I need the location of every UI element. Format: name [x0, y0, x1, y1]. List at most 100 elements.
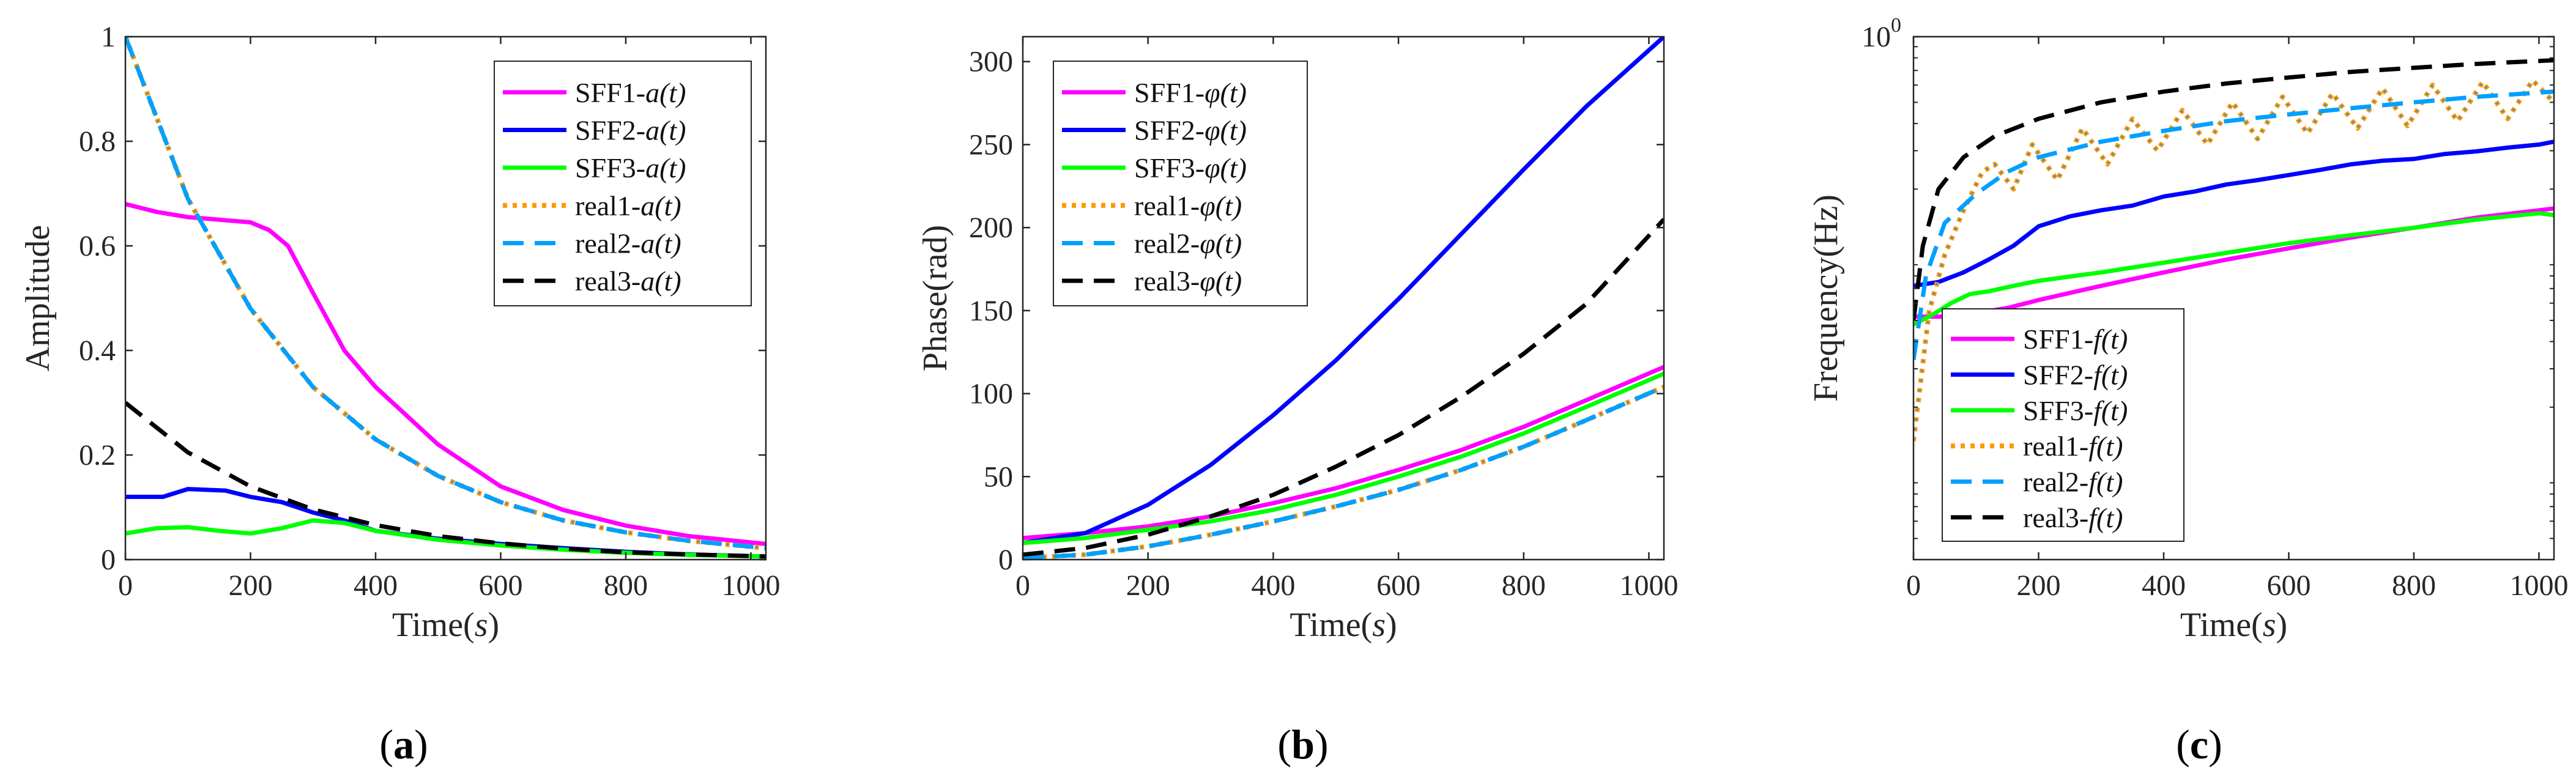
legend-symbol: a(t) [640, 228, 681, 259]
caption-letter: a [393, 721, 414, 768]
legend-symbol: f(t) [2093, 395, 2128, 426]
x-axis-label-suffix: ) [488, 606, 500, 644]
y-tick-label: 100 [969, 378, 1013, 410]
x-tick-label: 400 [354, 569, 398, 602]
x-tick-label: 0 [1015, 569, 1030, 602]
legend-entry-real2: real2-f(t) [2023, 467, 2123, 498]
x-tick-label: 0 [1906, 569, 1921, 602]
legend-prefix: SFF3- [1134, 152, 1204, 183]
y-tick-exponent: 0 [1891, 14, 1901, 37]
legend-symbol: f(t) [2093, 324, 2128, 355]
legend-entry-sff2: SFF2-φ(t) [1134, 115, 1247, 146]
series-line-real2 [125, 37, 766, 550]
x-axis-label-unit: s [475, 606, 488, 644]
x-axis-label-suffix: ) [2276, 606, 2288, 644]
y-tick-label: 0 [998, 544, 1013, 576]
legend-symbol: f(t) [2088, 502, 2123, 533]
x-tick-label: 400 [1251, 569, 1295, 602]
legend-prefix: SFF2- [2023, 360, 2093, 391]
axes-frame [1022, 35, 1665, 561]
caption-close: ) [2208, 721, 2222, 768]
legend-prefix: SFF2- [1134, 115, 1204, 146]
legend-prefix: SFF3- [2023, 395, 2093, 426]
y-tick-label: 0.4 [79, 335, 116, 367]
y-axis-label: Phase(rad) [916, 225, 954, 371]
legend-entry-sff1: SFF1-φ(t) [1134, 77, 1247, 108]
legend-prefix: real2- [1134, 228, 1200, 259]
x-axis-label: Time(s) [1290, 606, 1397, 644]
legend-symbol: f(t) [2088, 467, 2123, 498]
x-tick-label: 800 [1502, 569, 1546, 602]
legend-entry-real1: real1-a(t) [575, 190, 681, 221]
legend-symbol: a(t) [645, 77, 686, 108]
legend-prefix: SFF3- [575, 152, 645, 183]
series-line-sff1 [1913, 206, 2554, 319]
y-tick-label: 100 [1861, 14, 1901, 53]
legend-entry-sff3: SFF3-φ(t) [1134, 152, 1247, 183]
caption-open: ( [2176, 721, 2190, 768]
chart-panel-b: 0 200 400 600 800 1000 0 50 100 150 200 250 300 Time(… [916, 35, 1678, 768]
legend-box [1942, 308, 2184, 542]
legend-entry-real3: real3-f(t) [2023, 502, 2123, 533]
x-axis-label-prefix: Time( [2180, 606, 2263, 644]
caption-close: ) [414, 721, 428, 768]
series-line-real2 [1913, 89, 2554, 360]
legend-prefix: real2- [2023, 467, 2088, 498]
y-tick-label: 0.6 [79, 230, 116, 262]
chart-panel-a: 0 200 400 600 800 1000 0 0.2 0.4 0.6 0.8 1 Time(s) Am… [19, 21, 780, 768]
y-axis-label: Frequency(Hz) [1807, 194, 1845, 402]
y-tick-label: 300 [969, 46, 1013, 78]
y-axis-label: Amplitude [19, 225, 57, 372]
legend-entry-real1: real1-f(t) [2023, 431, 2123, 462]
legend-box [494, 61, 752, 306]
legend-prefix: real3- [1134, 265, 1200, 297]
legend-prefix: real3- [2023, 502, 2088, 533]
panel-caption: (a) [379, 721, 428, 768]
legend-entry-real2: real2-a(t) [575, 228, 681, 259]
legend-box [1053, 61, 1308, 306]
legend-symbol: φ(t) [1204, 77, 1247, 108]
x-axis-label: Time(s) [2180, 606, 2287, 644]
x-axis-label: Time(s) [392, 606, 499, 644]
series-line-sff1 [125, 202, 766, 546]
x-tick-label: 200 [1126, 569, 1170, 602]
y-tick-label: 1 [101, 21, 116, 53]
series-line-sff2 [125, 487, 766, 559]
panel-caption: (b) [1277, 721, 1328, 768]
x-tick-label: 200 [2016, 569, 2060, 602]
legend-prefix: SFF1- [2023, 324, 2093, 355]
x-axis-label-prefix: Time( [392, 606, 475, 644]
series-line-real3 [125, 401, 766, 559]
x-tick-label: 800 [604, 569, 648, 602]
legend-symbol: φ(t) [1204, 115, 1247, 146]
x-tick-label: 600 [1376, 569, 1420, 602]
series-line-sff3 [1913, 211, 2554, 327]
legend-symbol: a(t) [640, 265, 681, 297]
series-group [1023, 37, 1664, 560]
legend-entry-real3: real3-a(t) [575, 265, 681, 297]
x-tick-label: 600 [478, 569, 522, 602]
legend-entry-sff2: SFF2-a(t) [575, 115, 686, 146]
y-tick-label: 0 [101, 544, 116, 576]
legend-prefix: SFF2- [575, 115, 645, 146]
y-tick-label: 50 [984, 461, 1013, 493]
chart-panel-c: 0 200 400 600 800 1000100Time(s)Frequency(Hz)… [1807, 14, 2568, 768]
x-tick-label: 200 [228, 569, 272, 602]
x-axis-label-unit: s [1372, 606, 1386, 644]
series-line-sff2 [1023, 37, 1664, 546]
series-line-real3 [1023, 218, 1664, 557]
legend-symbol: φ(t) [1200, 228, 1242, 259]
caption-close: ) [1315, 721, 1329, 768]
axes-frame [124, 35, 767, 561]
y-tick-label: 150 [969, 295, 1013, 327]
legend-prefix: real1- [2023, 431, 2088, 462]
y-tick-label: 0.2 [79, 439, 116, 472]
y-tick-label: 0.8 [79, 125, 116, 158]
caption-open: ( [1277, 721, 1291, 768]
caption-letter: c [2190, 721, 2208, 768]
x-tick-label: 600 [2266, 569, 2311, 602]
legend-prefix: SFF1- [1134, 77, 1204, 108]
x-tick-label: 1000 [2509, 569, 2568, 602]
legend-symbol: φ(t) [1200, 265, 1242, 297]
